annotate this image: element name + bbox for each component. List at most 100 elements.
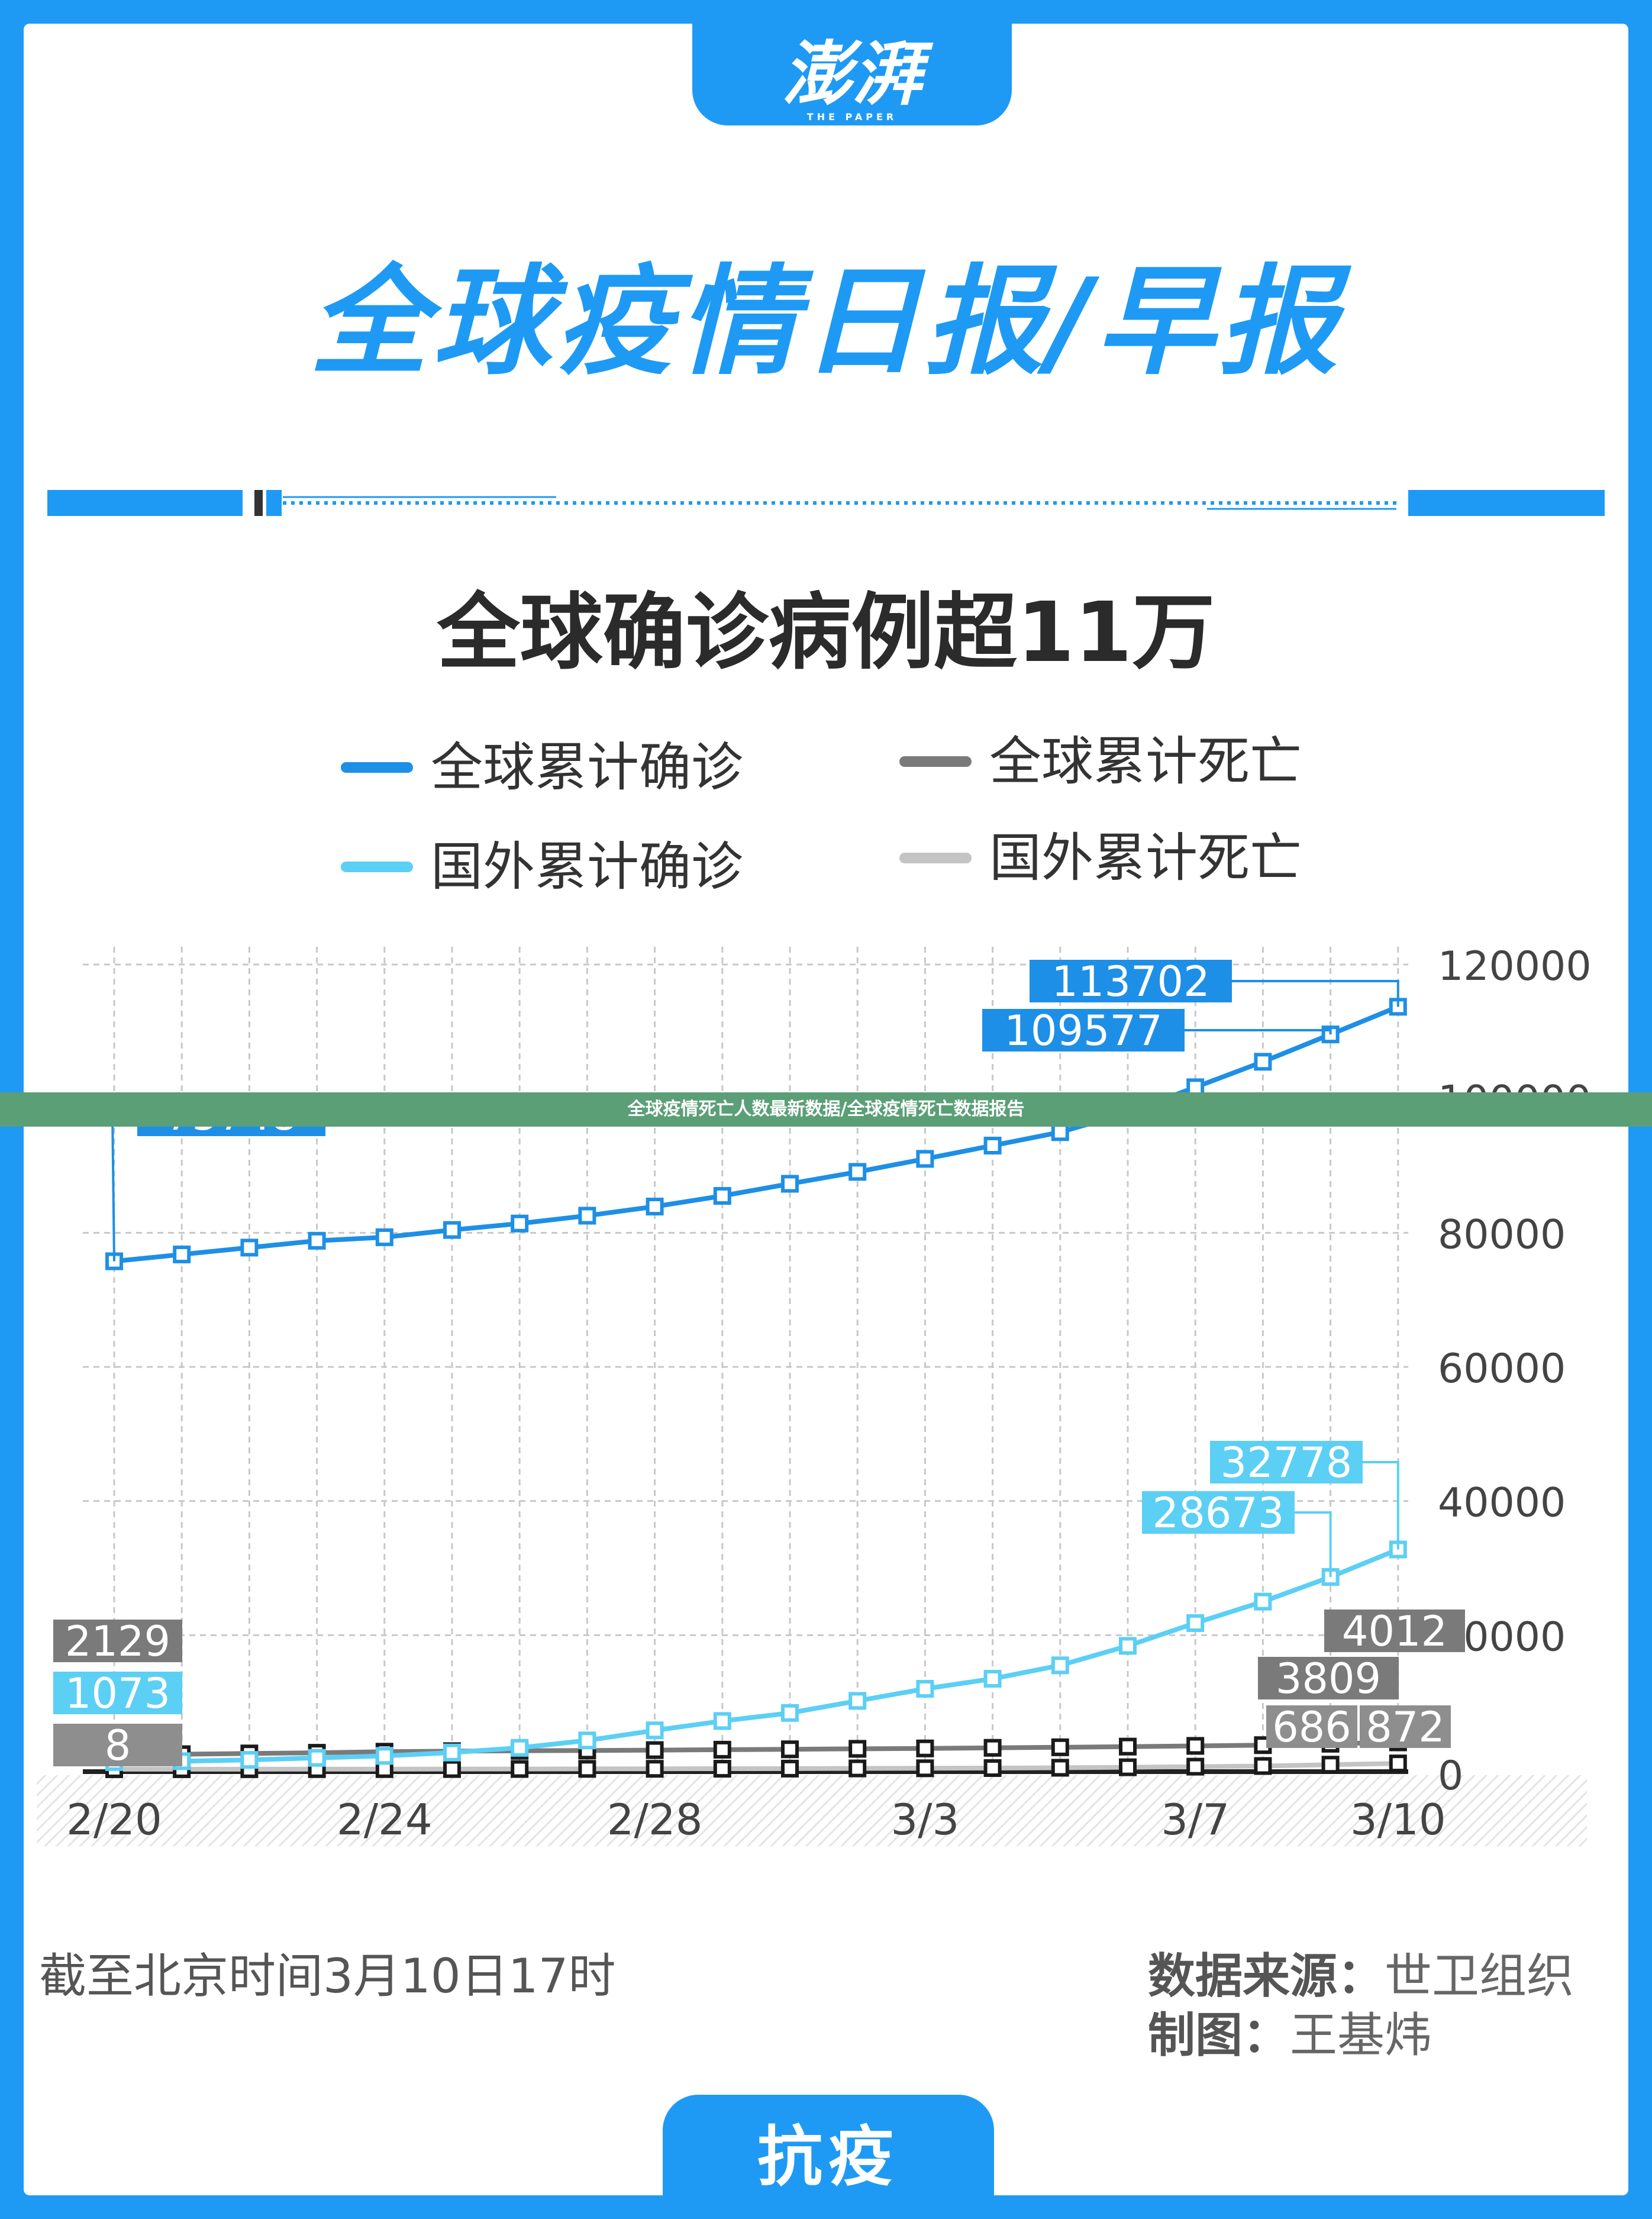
annotation-box xyxy=(982,1009,1185,1052)
footer-credits: 数据来源：世卫组织 制图：王基炜 xyxy=(1148,1947,1621,2065)
series-line xyxy=(114,1761,1398,1772)
annotation-box xyxy=(1210,1441,1363,1483)
annotation-label: 2129 xyxy=(65,1617,170,1666)
data-point xyxy=(443,1221,461,1239)
annotation-label: 32778 xyxy=(1221,1439,1353,1487)
legend-swatch xyxy=(899,853,972,863)
brand-logo[interactable]: 澎湃 xyxy=(782,33,922,115)
x-tick-label: 3/3 xyxy=(890,1795,959,1844)
data-point xyxy=(375,1747,393,1765)
annotation-label: 3809 xyxy=(1276,1654,1381,1703)
annotation-box xyxy=(1266,1705,1357,1748)
data-point xyxy=(240,1751,259,1769)
annotation-box xyxy=(53,1672,182,1714)
y-tick-label: 40000 xyxy=(1438,1480,1566,1527)
annotation-leader xyxy=(1295,1511,1332,1578)
chart-author-value: 王基炜 xyxy=(1290,2008,1432,2063)
line-chart: 0200004000060000800001000001200002/202/2… xyxy=(37,943,1592,1846)
data-point xyxy=(781,1740,799,1759)
data-point xyxy=(983,1739,1002,1757)
data-point xyxy=(646,1721,664,1740)
data-point xyxy=(916,1680,934,1698)
y-tick-label: 80000 xyxy=(1438,1211,1566,1258)
data-point xyxy=(713,1740,731,1759)
legend-label: 国外累计死亡 xyxy=(989,827,1302,888)
annotation-box xyxy=(53,1620,182,1662)
data-point xyxy=(443,1743,461,1762)
data-point xyxy=(240,1238,259,1257)
data-point xyxy=(983,1670,1002,1688)
data-point xyxy=(1119,1758,1137,1776)
y-tick-label: 120000 xyxy=(1438,943,1592,990)
y-tick-label: 60000 xyxy=(1438,1346,1566,1392)
data-point xyxy=(1051,1656,1069,1675)
data-source-value: 世卫组织 xyxy=(1385,1949,1574,2004)
logo-tab xyxy=(692,24,1012,125)
data-point xyxy=(173,1245,191,1263)
x-tick-label: 2/20 xyxy=(66,1795,162,1844)
data-point xyxy=(511,1739,529,1757)
data-point xyxy=(308,1749,326,1767)
data-point xyxy=(916,1150,934,1168)
x-tick-label: 3/10 xyxy=(1350,1795,1446,1844)
data-point xyxy=(1389,1754,1407,1773)
annotation-box xyxy=(1324,1610,1465,1652)
data-point xyxy=(375,1228,393,1246)
data-source: 数据来源：世卫组织 xyxy=(1148,1947,1621,2006)
legend-label: 全球累计确诊 xyxy=(431,737,744,798)
legend-swatch xyxy=(899,756,972,767)
legend-label: 全球累计死亡 xyxy=(989,731,1302,792)
data-point xyxy=(848,1692,867,1710)
annotation-label: 8 xyxy=(105,1721,131,1770)
brand-logo-subtext: THE PAPER xyxy=(806,111,898,122)
data-point xyxy=(1051,1738,1069,1756)
annotation-box xyxy=(1360,1705,1451,1748)
legend-swatch xyxy=(341,862,413,872)
annotation-label: 686 xyxy=(1272,1703,1351,1752)
data-point xyxy=(781,1175,799,1193)
data-point xyxy=(646,1760,664,1778)
chart-title: 全球确诊病例超11万 xyxy=(437,585,1215,681)
x-axis-band xyxy=(37,1775,1587,1846)
data-point xyxy=(443,1760,461,1778)
annotation-box xyxy=(1258,1657,1399,1699)
page-title: 全球疫情日报/早报 xyxy=(309,253,1343,391)
x-tick-label: 2/28 xyxy=(607,1795,703,1844)
data-point xyxy=(1119,1637,1137,1655)
overlay-banner[interactable]: 全球疫情死亡人数最新数据/全球疫情死亡数据报告 xyxy=(0,1092,1652,1127)
data-point xyxy=(713,1712,731,1730)
data-point xyxy=(848,1759,867,1778)
legend-label: 国外累计确诊 xyxy=(431,836,744,897)
data-point xyxy=(308,1231,326,1250)
cutoff-time: 截至北京时间3月10日17时 xyxy=(39,1949,616,2004)
data-point xyxy=(511,1760,529,1778)
legend-swatch xyxy=(341,762,413,773)
series-line xyxy=(114,1547,1399,1765)
annotation-leader xyxy=(1363,1461,1399,1550)
bottom-tab-label[interactable]: 抗疫 xyxy=(757,2119,899,2195)
data-point xyxy=(1254,1053,1272,1071)
data-point xyxy=(1186,1614,1205,1632)
decorative-divider xyxy=(47,490,1605,516)
annotation-box xyxy=(1030,960,1232,1002)
data-point xyxy=(713,1760,731,1778)
annotation-leader xyxy=(111,1114,137,1262)
data-point xyxy=(578,1731,596,1750)
data-point xyxy=(781,1759,799,1778)
series-line xyxy=(114,1740,1398,1757)
bottom-tab xyxy=(663,2095,994,2195)
data-point xyxy=(983,1759,1002,1777)
annotation-leader xyxy=(1232,980,1399,1007)
chart-author: 制图：王基炜 xyxy=(1148,2006,1621,2065)
data-point xyxy=(983,1137,1002,1154)
annotation-label: 113702 xyxy=(1051,957,1209,1006)
data-point xyxy=(1051,1759,1069,1777)
annotation-label: 109577 xyxy=(1004,1007,1162,1055)
annotation-leader xyxy=(1185,1029,1332,1035)
annotation-label: 4012 xyxy=(1342,1607,1447,1656)
y-tick-label: 0 xyxy=(1438,1753,1463,1799)
data-point xyxy=(646,1741,664,1759)
data-point xyxy=(848,1163,867,1181)
data-point xyxy=(781,1704,799,1722)
data-point xyxy=(1186,1757,1205,1776)
